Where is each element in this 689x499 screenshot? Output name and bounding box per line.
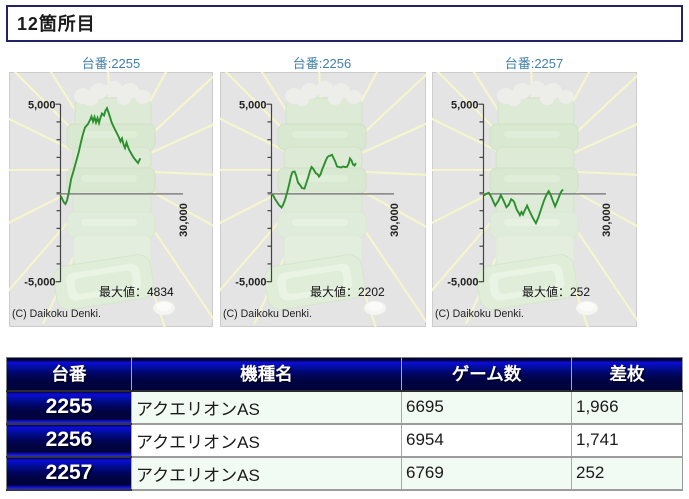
svg-text:(C) Daikoku Denki.: (C) Daikoku Denki. [435,308,524,320]
svg-text:(C) Daikoku Denki.: (C) Daikoku Denki. [12,308,101,320]
svg-text:最大値：2202: 最大値：2202 [310,284,385,299]
svg-text:最大値：252: 最大値：252 [522,284,590,299]
svg-text:最大値：4834: 最大値：4834 [99,284,174,299]
svg-text:(C) Daikoku Denki.: (C) Daikoku Denki. [223,308,312,320]
